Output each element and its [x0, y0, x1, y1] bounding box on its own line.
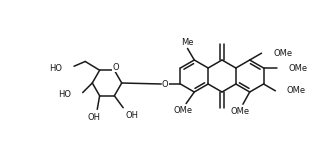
Text: Me: Me: [181, 38, 194, 47]
Text: OMe: OMe: [288, 63, 307, 73]
Text: OMe: OMe: [273, 49, 292, 58]
Text: HO: HO: [49, 64, 62, 73]
Text: HO: HO: [58, 90, 71, 99]
Text: OMe: OMe: [174, 106, 193, 115]
Text: OMe: OMe: [230, 107, 250, 116]
Text: O: O: [112, 63, 119, 72]
Text: OH: OH: [125, 111, 138, 120]
Text: O: O: [162, 80, 169, 88]
Text: OMe: OMe: [286, 86, 306, 95]
Text: OH: OH: [88, 113, 101, 122]
